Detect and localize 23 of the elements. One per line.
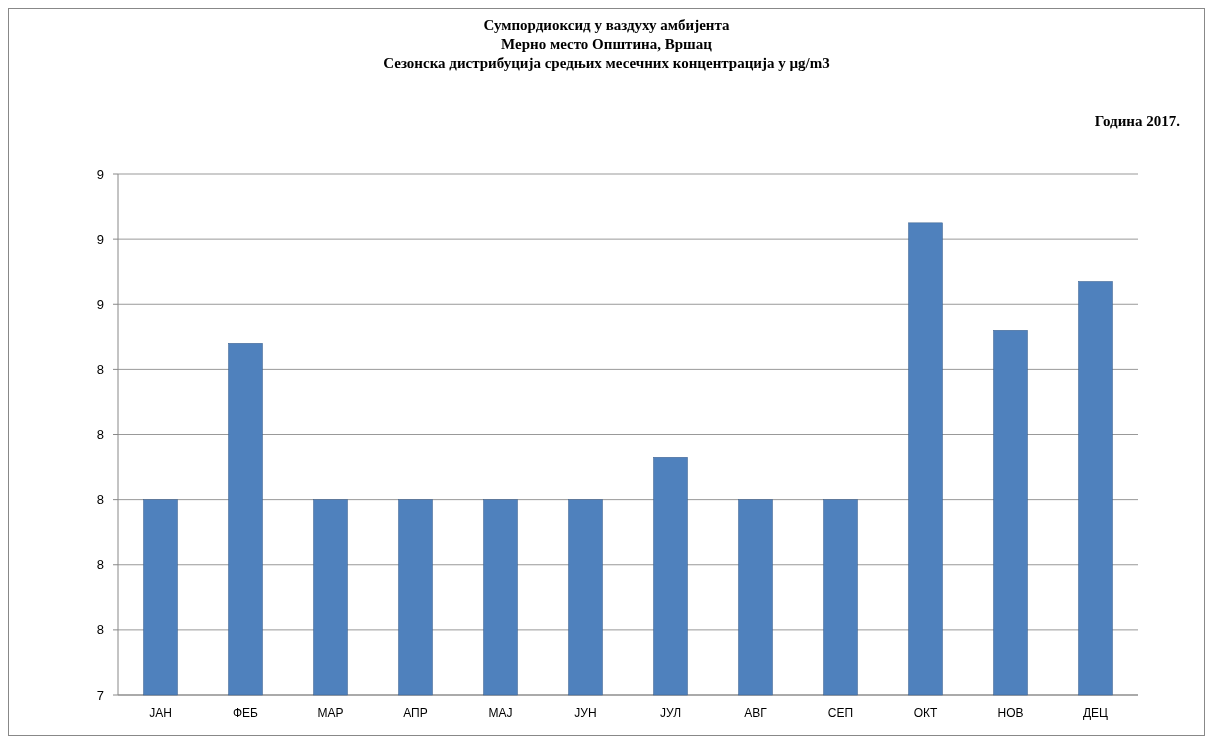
y-tick-label: 9 [96, 296, 104, 312]
y-tick-label: 8 [96, 622, 104, 638]
x-tick-label: ФЕБ [232, 706, 259, 720]
x-tick-label: СЕП [827, 706, 854, 720]
y-tick-label: 8 [96, 361, 104, 377]
x-tick-label: МАР [317, 706, 344, 720]
x-tick-label: МАЈ [488, 706, 513, 720]
y-tick-label: 9 [96, 166, 104, 182]
x-tick-label: НОВ [997, 706, 1024, 720]
x-tick-label: ЈУЛ [659, 706, 682, 720]
x-tick-label: АВГ [744, 706, 768, 720]
x-tick-label: ЈУН [574, 706, 597, 720]
y-tick-label: 7 [96, 687, 104, 703]
x-tick-label: ДЕЦ [1082, 706, 1109, 720]
y-tick-label: 8 [96, 492, 104, 508]
x-tick-label: ОКТ [913, 706, 938, 720]
y-tick-label: 9 [96, 231, 104, 247]
chart-title: Сумпордиоксид у ваздуху амбијента Мерно место Општина, Вршац Сезонска дистрибуција средњих месечних концентрација у µg/m3 [383, 17, 830, 71]
chart-subtitle: Година 2017. [1094, 113, 1181, 129]
x-tick-label: АПР [403, 706, 428, 720]
x-tick-label: ЈАН [149, 706, 172, 720]
y-tick-label: 8 [96, 427, 104, 443]
y-tick-label: 8 [96, 557, 104, 573]
